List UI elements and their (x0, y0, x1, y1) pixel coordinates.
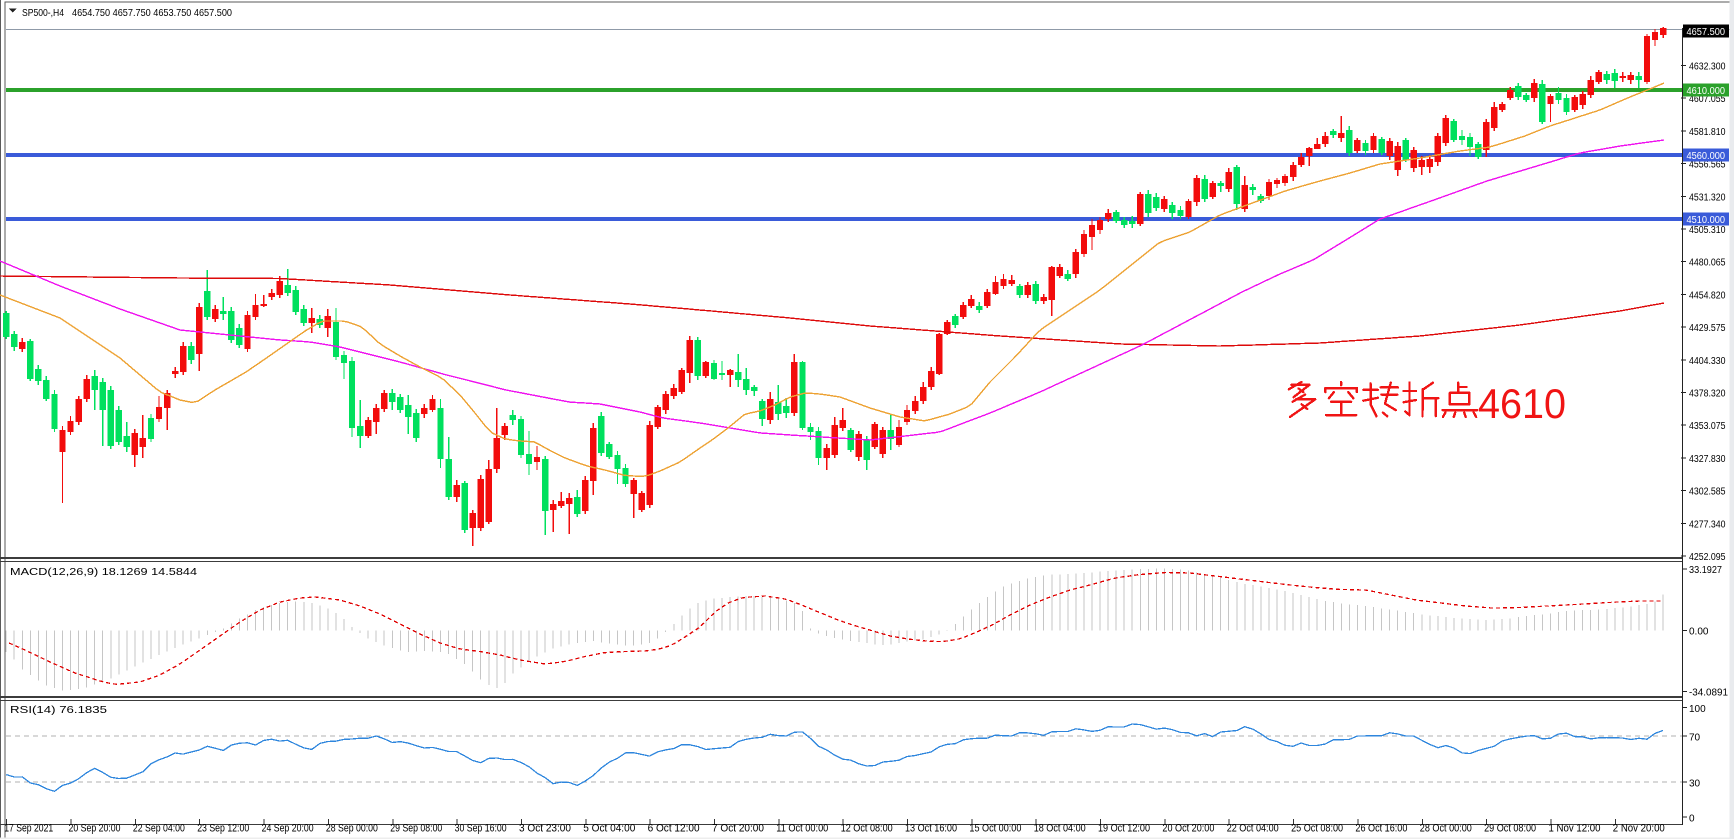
svg-text:7 Oct 20:00: 7 Oct 20:00 (712, 823, 764, 835)
svg-text:4510.000: 4510.000 (1687, 215, 1726, 226)
svg-text:4632.300: 4632.300 (1689, 62, 1726, 73)
svg-text:4327.830: 4327.830 (1689, 454, 1726, 465)
svg-text:30: 30 (1689, 778, 1701, 789)
svg-text:0.00: 0.00 (1689, 626, 1709, 637)
svg-text:4610.000: 4610.000 (1687, 86, 1726, 97)
svg-text:6 Oct 12:00: 6 Oct 12:00 (648, 823, 700, 835)
svg-text:100: 100 (1689, 704, 1706, 715)
svg-text:25 Oct 08:00: 25 Oct 08:00 (1291, 823, 1343, 835)
svg-text:19 Oct 12:00: 19 Oct 12:00 (1098, 823, 1150, 835)
svg-text:17 Sep 2021: 17 Sep 2021 (4, 823, 53, 835)
svg-text:4505.310: 4505.310 (1689, 225, 1726, 236)
svg-text:20 Sep 20:00: 20 Sep 20:00 (69, 823, 121, 835)
svg-text:4610: 4610 (1478, 380, 1566, 427)
svg-text:15 Oct 00:00: 15 Oct 00:00 (969, 823, 1021, 835)
svg-text:12 Oct 08:00: 12 Oct 08:00 (841, 823, 893, 835)
svg-text:4302.585: 4302.585 (1689, 487, 1726, 498)
svg-text:22 Oct 04:00: 22 Oct 04:00 (1227, 823, 1279, 835)
svg-text:4607.055: 4607.055 (1689, 94, 1726, 105)
svg-text:-34.0891: -34.0891 (1689, 688, 1728, 699)
svg-text:SP500-,H4: SP500-,H4 (22, 7, 64, 19)
svg-text:4556.565: 4556.565 (1689, 160, 1726, 171)
svg-text:18 Oct 04:00: 18 Oct 04:00 (1034, 823, 1086, 835)
svg-text:4657.500: 4657.500 (1687, 27, 1726, 38)
svg-text:MACD(12,26,9) 18.1269 14.5844: MACD(12,26,9) 18.1269 14.5844 (10, 566, 197, 578)
svg-text:13 Oct 16:00: 13 Oct 16:00 (905, 823, 957, 835)
svg-text:28 Oct 00:00: 28 Oct 00:00 (1420, 823, 1472, 835)
svg-text:5 Oct 04:00: 5 Oct 04:00 (583, 823, 635, 835)
svg-text:11 Oct 00:00: 11 Oct 00:00 (776, 823, 828, 835)
svg-text:4378.320: 4378.320 (1689, 389, 1726, 400)
svg-text:28 Sep 00:00: 28 Sep 00:00 (326, 823, 378, 835)
svg-text:2 Nov 20:00: 2 Nov 20:00 (1613, 823, 1665, 835)
svg-text:0: 0 (1689, 814, 1695, 825)
svg-text:70: 70 (1689, 733, 1701, 744)
svg-text:4404.330: 4404.330 (1689, 356, 1726, 367)
svg-text:29 Sep 08:00: 29 Sep 08:00 (390, 823, 442, 835)
svg-text:23 Sep 12:00: 23 Sep 12:00 (197, 823, 249, 835)
svg-text:33.1927: 33.1927 (1689, 565, 1722, 576)
svg-text:4531.320: 4531.320 (1689, 192, 1726, 203)
svg-text:4252.095: 4252.095 (1689, 552, 1726, 563)
svg-text:1 Nov 12:00: 1 Nov 12:00 (1549, 823, 1601, 835)
svg-text:4581.810: 4581.810 (1689, 127, 1726, 138)
svg-text:22 Sep 04:00: 22 Sep 04:00 (133, 823, 185, 835)
svg-text:4454.820: 4454.820 (1689, 290, 1726, 301)
svg-text:26 Oct 16:00: 26 Oct 16:00 (1355, 823, 1407, 835)
svg-text:20 Oct 20:00: 20 Oct 20:00 (1162, 823, 1214, 835)
svg-text:24 Sep 20:00: 24 Sep 20:00 (262, 823, 314, 835)
svg-text:30 Sep 16:00: 30 Sep 16:00 (455, 823, 507, 835)
svg-text:29 Oct 08:00: 29 Oct 08:00 (1484, 823, 1536, 835)
svg-text:RSI(14) 76.1835: RSI(14) 76.1835 (10, 704, 107, 716)
svg-text:3 Oct 23:00: 3 Oct 23:00 (519, 823, 571, 835)
svg-text:4277.340: 4277.340 (1689, 519, 1726, 530)
svg-text:4429.575: 4429.575 (1689, 323, 1726, 334)
svg-text:4654.750 4657.750 4653.750 465: 4654.750 4657.750 4653.750 4657.500 (72, 7, 232, 19)
svg-text:4353.075: 4353.075 (1689, 421, 1726, 432)
svg-text:4480.065: 4480.065 (1689, 258, 1726, 269)
svg-text:4560.000: 4560.000 (1687, 151, 1726, 162)
